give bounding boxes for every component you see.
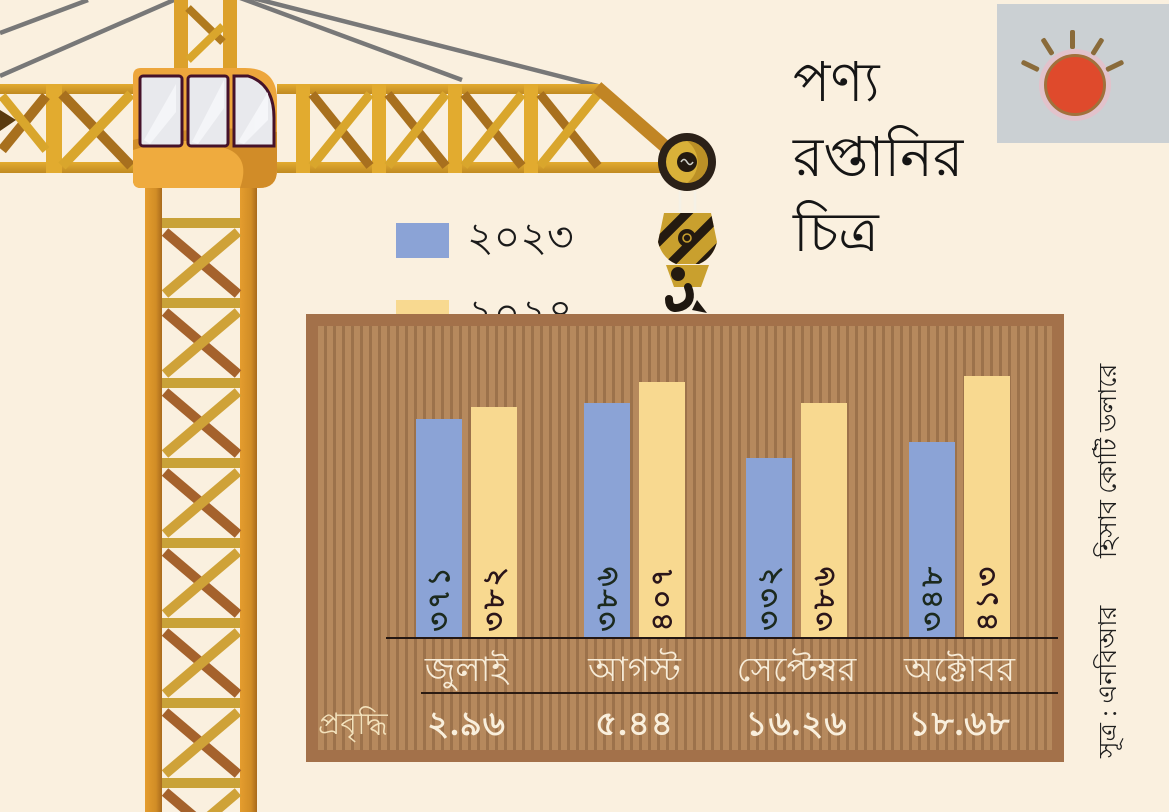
growth-value-september: ১৬.২৬ [745,706,848,743]
crane-apex [174,0,237,74]
growth-divider-line [421,692,1058,694]
legend-label: ২০২৩ [467,214,574,260]
growth-value-october: ১৮.৬৮ [908,706,1011,743]
bar-2023-july: ৩৭১ [416,419,462,637]
bar-2023-august: ৩৮৬ [584,403,630,637]
bar-2023-october: ৩৪৮ [909,442,955,637]
sun-ray [1069,29,1075,49]
bar-2024-august: ৪০৭ [639,382,685,637]
bar-2024-july: ৩৮২ [471,407,517,637]
bars-layer: ৩৭১ ৩৮২ ৩৮৬ ৪০৭ ৩৩২ ৩৮৬ ৩৪৮ ৪১৩ [318,326,1052,750]
crane-cables [0,0,599,89]
unit-note: হিসাব কোটি ডলারে [1095,363,1122,559]
bar-value-label: ৩৮৬ [807,563,841,631]
crane-pulley [658,133,716,191]
bar-value-label: ৩৪৮ [915,563,949,631]
crane-cab [133,68,277,188]
chart-title: পণ্য রপ্তানির চিত্র [793,52,964,263]
month-label-august: আগস্ট [588,652,681,689]
month-label-september: সেপ্টেম্বর [736,652,857,689]
crane-hook [658,191,717,313]
growth-value-august: ৫.৪৪ [595,706,674,743]
source-note: সূত্র : এনবিআর [1095,605,1122,759]
bar-value-label: ৩৮৬ [590,563,624,631]
bar-value-label: ৩৮২ [477,563,511,631]
bar-2024-october: ৪১৩ [964,376,1010,637]
sun-icon [1044,54,1106,116]
month-label-july: জুলাই [424,652,509,689]
growth-row-label: প্রবৃদ্ধি [318,708,388,741]
bar-value-label: ৩৩২ [752,563,786,631]
crane-main-jib [277,82,689,173]
publisher-logo [997,4,1169,143]
chart-board: ৩৭১ ৩৮২ ৩৮৬ ৪০৭ ৩৩২ ৩৮৬ ৩৪৮ ৪১৩ প্রবৃদ্ধি জুলাই… [306,314,1064,762]
sun-ray [1089,36,1105,56]
bar-value-label: ৩৭১ [422,563,456,631]
bar-value-label: ৪০৭ [645,563,679,631]
crane-tower [145,180,257,812]
bar-2023-september: ৩৩২ [746,458,792,637]
legend-swatch [396,223,449,258]
growth-value-july: ২.৯৬ [427,706,506,743]
month-label-october: অক্টোবর [903,652,1016,689]
sun-ray [1104,58,1124,72]
crane-counter-jib [0,84,135,173]
bar-value-label: ৪১৩ [970,563,1004,631]
axis-baseline [386,637,1058,639]
legend-item: ২০২৩ [396,206,574,275]
bar-2024-september: ৩৮৬ [801,403,847,637]
